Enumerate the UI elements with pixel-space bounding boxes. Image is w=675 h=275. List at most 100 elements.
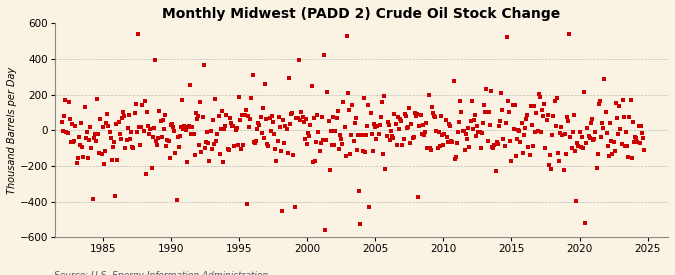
Point [217,109,227,113]
Point [167,125,178,130]
Point [207,147,217,152]
Point [590,130,601,134]
Point [255,115,266,120]
Point [573,144,584,148]
Point [440,118,451,122]
Point [367,132,377,136]
Point [96,152,107,156]
Point [417,122,428,127]
Point [350,116,361,121]
Point [480,109,491,114]
Point [615,127,626,131]
Point [574,130,585,134]
Point [502,35,512,39]
Point [364,205,375,209]
Point [580,221,591,225]
Point [238,142,249,147]
Point [267,120,278,124]
Point [239,112,250,117]
Point [523,145,534,149]
Point [125,137,136,141]
Point [264,116,275,120]
Point [342,90,353,95]
Point [598,126,609,131]
Point [281,127,292,132]
Point [289,205,300,209]
Point [473,130,484,134]
Point [492,142,503,146]
Point [358,96,369,100]
Point [439,132,450,137]
Point [380,167,391,171]
Point [246,96,256,101]
Point [545,152,556,157]
Point [304,134,315,138]
Point [591,166,602,170]
Point [547,133,558,138]
Point [371,137,381,142]
Point [404,105,414,110]
Point [344,108,354,112]
Point [394,126,404,131]
Point [535,130,546,134]
Point [537,107,547,112]
Point [300,137,310,141]
Point [583,133,594,138]
Point [88,136,99,140]
Point [242,114,253,119]
Point [595,99,605,103]
Point [428,111,439,115]
Point [432,146,443,150]
Point [252,126,263,131]
Point [267,114,277,118]
Point [286,112,296,116]
Point [78,155,89,160]
Point [592,152,603,156]
Point [126,130,136,134]
Point [300,117,311,121]
Point [458,129,469,133]
Point [59,114,70,118]
Point [395,117,406,121]
Point [625,98,636,102]
Point [622,144,632,148]
Point [467,127,478,131]
Point [95,117,106,121]
Point [61,129,72,134]
Point [466,99,477,103]
Point [292,116,303,120]
Point [338,100,349,104]
Point [82,130,92,134]
Point [477,131,487,135]
Point [528,143,539,148]
Point [210,97,221,101]
Point [638,136,649,140]
Point [632,140,643,144]
Point [593,102,604,106]
Point [153,135,164,140]
Point [313,130,324,134]
Point [211,139,221,144]
Point [325,128,336,133]
Point [237,113,248,117]
Point [504,110,514,115]
Point [97,125,108,129]
Point [270,146,281,151]
Point [310,159,321,163]
Point [321,138,331,142]
Point [280,124,291,128]
Point [180,128,191,132]
Point [522,112,533,117]
Point [244,125,254,129]
Point [531,110,542,115]
Point [225,116,236,120]
Point [550,123,561,128]
Point [113,119,124,124]
Point [564,32,574,36]
Point [356,133,367,137]
Point [173,144,184,149]
Point [305,123,316,128]
Point [540,145,551,150]
Point [513,128,524,133]
Point [549,98,560,103]
